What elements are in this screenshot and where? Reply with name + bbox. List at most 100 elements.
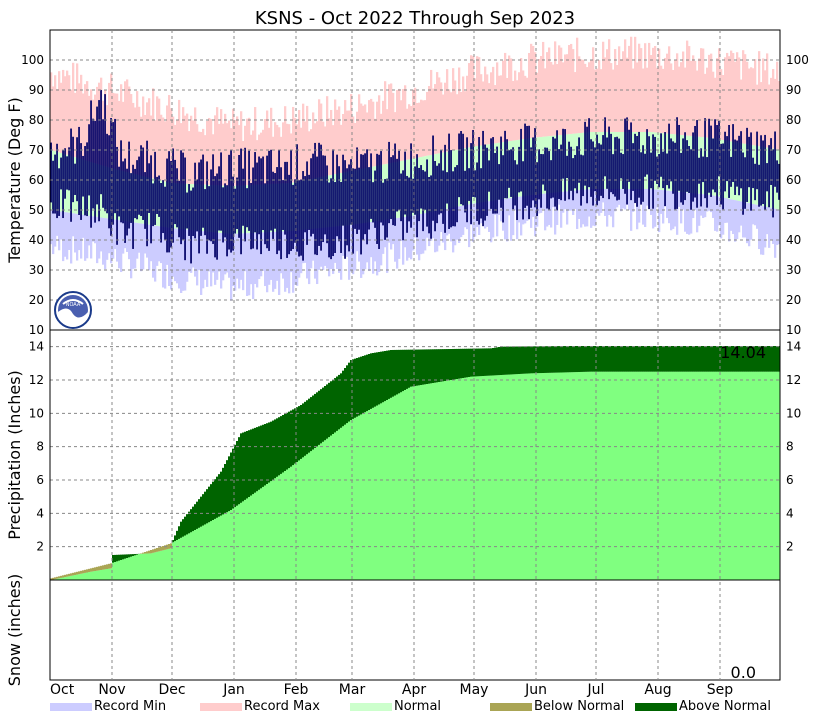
normal-precip-bar <box>564 372 567 580</box>
above-normal-precip-bar <box>452 348 455 380</box>
above-normal-precip-bar <box>702 346 705 372</box>
record-max-bar <box>484 66 487 145</box>
above-normal-precip-bar <box>656 346 659 372</box>
observed-precip-bar <box>92 571 95 580</box>
observed-temp-bar <box>262 156 264 231</box>
observed-temp-bar <box>426 159 428 227</box>
record-max-bar <box>648 42 651 132</box>
normal-precip-bar <box>502 374 505 580</box>
observed-temp-bar <box>434 160 436 232</box>
temp-tick-label-left: 90 <box>29 83 44 97</box>
record-max-bar <box>234 120 237 186</box>
normal-precip-bar <box>348 421 351 580</box>
observed-temp-bar <box>530 147 532 208</box>
observed-temp-bar <box>510 149 512 197</box>
record-max-bar <box>250 134 253 185</box>
above-normal-precip-bar <box>560 346 563 373</box>
above-normal-precip-bar <box>556 346 559 373</box>
observed-temp-bar <box>708 118 710 193</box>
observed-precip-bar <box>102 569 105 580</box>
above-normal-precip-bar <box>644 346 647 372</box>
normal-precip-bar <box>272 479 275 580</box>
record-max-bar <box>146 102 149 177</box>
record-max-bar <box>520 58 523 140</box>
observed-temp-bar <box>632 143 634 191</box>
normal-precip-bar <box>678 371 681 580</box>
record-min-bar <box>424 213 427 251</box>
normal-precip-bar <box>646 371 649 580</box>
record-max-bar <box>526 77 529 139</box>
precip-tick-label-left: 10 <box>29 406 44 420</box>
observed-temp-bar <box>234 188 236 234</box>
record-max-bar <box>662 68 665 134</box>
record-max-bar <box>542 41 545 137</box>
above-normal-precip-bar <box>700 346 703 372</box>
observed-temp-bar <box>106 133 108 214</box>
record-min-bar <box>308 229 311 285</box>
record-max-bar <box>664 57 667 134</box>
record-min-bar <box>196 230 199 286</box>
record-max-bar <box>498 75 501 143</box>
record-min-bar <box>250 233 253 285</box>
above-normal-precip-bar <box>488 348 491 376</box>
above-normal-precip-bar <box>122 554 125 560</box>
normal-precip-bar <box>578 372 581 580</box>
below-normal-precip-bar <box>88 568 91 573</box>
record-min-bar <box>622 189 625 209</box>
normal-precip-bar <box>754 371 757 580</box>
above-normal-precip-bar <box>412 349 415 387</box>
above-normal-precip-bar <box>404 349 407 390</box>
record-min-bar <box>288 231 291 294</box>
above-normal-precip-bar <box>126 554 129 558</box>
observed-temp-bar <box>104 94 106 212</box>
observed-temp-bar <box>278 150 280 251</box>
record-min-bar <box>464 205 467 228</box>
normal-precip-bar <box>324 440 327 580</box>
observed-temp-bar <box>192 187 194 236</box>
observed-temp-bar <box>512 147 514 210</box>
above-normal-precip-bar <box>568 346 571 373</box>
record-max-bar <box>426 91 429 156</box>
above-normal-precip-bar <box>176 530 179 540</box>
above-normal-precip-bar <box>406 349 409 389</box>
observed-temp-bar <box>110 117 112 236</box>
record-min-bar <box>192 230 195 268</box>
record-min-bar <box>506 198 509 242</box>
observed-temp-bar <box>576 146 578 194</box>
normal-precip-bar <box>524 373 527 580</box>
observed-temp-bar <box>98 100 100 222</box>
normal-precip-bar <box>410 386 413 580</box>
normal-precip-bar <box>688 371 691 580</box>
above-normal-precip-bar <box>442 349 445 382</box>
legend-swatch <box>50 703 92 711</box>
above-normal-precip-bar <box>360 356 363 415</box>
observed-temp-bar <box>514 160 516 206</box>
above-normal-precip-bar <box>248 430 251 497</box>
observed-temp-bar <box>730 156 732 187</box>
observed-temp-bar <box>102 119 104 208</box>
record-max-bar <box>134 107 137 174</box>
observed-temp-bar <box>564 129 566 201</box>
record-min-bar <box>84 215 87 261</box>
observed-temp-bar <box>202 154 204 228</box>
observed-temp-bar <box>416 154 418 238</box>
observed-temp-bar <box>314 142 316 255</box>
record-min-bar <box>390 219 393 250</box>
observed-temp-bar <box>718 120 720 177</box>
record-max-bar <box>764 70 767 148</box>
record-max-bar <box>264 119 267 185</box>
record-max-bar <box>240 111 243 186</box>
normal-precip-bar <box>532 373 535 580</box>
observed-precip-bar <box>66 576 69 580</box>
observed-temp-bar <box>230 149 232 253</box>
record-max-bar <box>200 132 203 185</box>
observed-temp-bar <box>392 155 394 226</box>
record-min-bar <box>692 193 695 219</box>
normal-precip-bar <box>182 536 185 580</box>
record-max-bar <box>500 75 503 143</box>
normal-precip-bar <box>408 387 411 580</box>
normal-precip-bar <box>268 482 271 580</box>
normal-precip-bar <box>210 521 213 580</box>
observed-temp-bar <box>92 118 94 209</box>
record-max-bar <box>216 107 219 186</box>
